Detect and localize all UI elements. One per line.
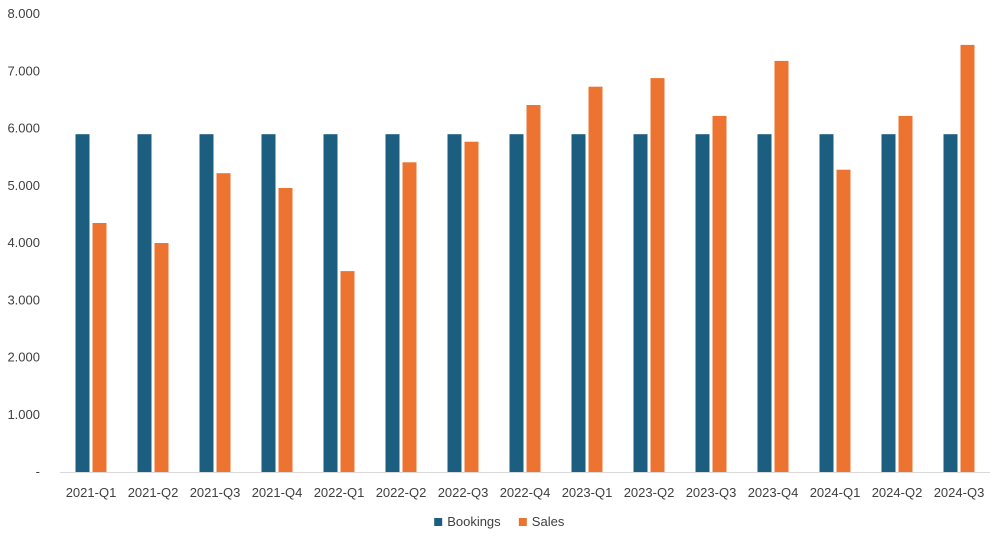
bar-bookings-2021-q1 xyxy=(75,134,90,472)
bar-sales-2024-q2 xyxy=(898,115,913,473)
bar-bookings-2022-q1 xyxy=(323,134,338,472)
y-axis: - 1.000 2.000 3.000 4.000 5.000 6.000 7.000 8.00… xyxy=(7,6,40,479)
bar-bookings-2023-q2 xyxy=(633,134,648,472)
bar-bookings-2022-q4 xyxy=(509,134,524,472)
x-tick-label: 2022-Q4 xyxy=(500,485,551,500)
x-tick-label: 2021-Q2 xyxy=(128,485,179,500)
bar-sales-2023-q3 xyxy=(712,115,727,473)
legend-swatch xyxy=(518,518,527,526)
x-tick-label: 2021-Q4 xyxy=(252,485,303,500)
legend-label: Bookings xyxy=(447,514,501,529)
legend-item-bookings[interactable]: Bookings xyxy=(434,514,501,529)
bar-sales-2022-q3 xyxy=(464,141,479,472)
x-tick-label: 2022-Q3 xyxy=(438,485,489,500)
x-tick-label: 2022-Q1 xyxy=(314,485,365,500)
x-tick-label: 2023-Q2 xyxy=(624,485,675,500)
x-tick-label: 2024-Q1 xyxy=(810,485,861,500)
y-tick-label: 1.000 xyxy=(7,407,40,422)
bar-sales-2021-q4 xyxy=(278,188,293,472)
bar-bookings-2021-q3 xyxy=(199,134,214,472)
legend-item-sales[interactable]: Sales xyxy=(518,514,565,529)
y-tick-label: 2.000 xyxy=(7,350,40,365)
bar-sales-2024-q1 xyxy=(836,169,851,472)
y-tick-label: 3.000 xyxy=(7,292,40,307)
y-tick-label: 7.000 xyxy=(7,63,40,78)
bar-sales-2023-q2 xyxy=(650,78,665,472)
bars xyxy=(75,44,975,473)
bar-sales-2022-q2 xyxy=(402,162,417,473)
y-tick-label: 5.000 xyxy=(7,178,40,193)
bar-sales-2021-q1 xyxy=(92,223,107,472)
bar-bookings-2024-q1 xyxy=(819,134,834,472)
y-tick-label: 8.000 xyxy=(7,6,40,21)
bar-sales-2021-q3 xyxy=(216,173,231,472)
x-tick-label: 2023-Q3 xyxy=(686,485,737,500)
x-axis: 2021-Q1 2021-Q2 2021-Q3 2021-Q4 2022-Q1 2022-… xyxy=(66,485,985,500)
bar-bookings-2023-q4 xyxy=(757,134,772,472)
y-tick-label: - xyxy=(36,464,40,479)
bar-sales-2022-q1 xyxy=(340,271,355,472)
bar-bookings-2021-q4 xyxy=(261,134,276,472)
bar-sales-2023-q4 xyxy=(774,60,789,473)
bar-sales-2024-q3 xyxy=(960,44,975,473)
x-tick-label: 2021-Q3 xyxy=(190,485,241,500)
bar-sales-2023-q1 xyxy=(588,86,603,472)
x-tick-label: 2023-Q4 xyxy=(748,485,799,500)
bar-bookings-2022-q2 xyxy=(385,134,400,472)
x-tick-label: 2021-Q1 xyxy=(66,485,117,500)
legend-label: Sales xyxy=(532,514,565,529)
y-tick-label: 4.000 xyxy=(7,235,40,250)
x-tick-label: 2024-Q2 xyxy=(872,485,923,500)
bar-bookings-2023-q1 xyxy=(571,134,586,472)
bar-sales-2021-q2 xyxy=(154,243,169,472)
y-tick-label: 6.000 xyxy=(7,121,40,136)
x-tick-label: 2022-Q2 xyxy=(376,485,427,500)
bar-sales-2022-q4 xyxy=(526,105,541,472)
bar-bookings-2024-q3 xyxy=(943,134,958,472)
x-tick-label: 2023-Q1 xyxy=(562,485,613,500)
bar-bookings-2023-q3 xyxy=(695,134,710,472)
x-tick-label: 2024-Q3 xyxy=(934,485,985,500)
bar-bookings-2021-q2 xyxy=(137,134,152,472)
legend[interactable]: Bookings Sales xyxy=(434,514,565,529)
bar-bookings-2022-q3 xyxy=(447,134,462,472)
legend-swatch xyxy=(434,518,443,526)
bar-bookings-2024-q2 xyxy=(881,134,896,472)
